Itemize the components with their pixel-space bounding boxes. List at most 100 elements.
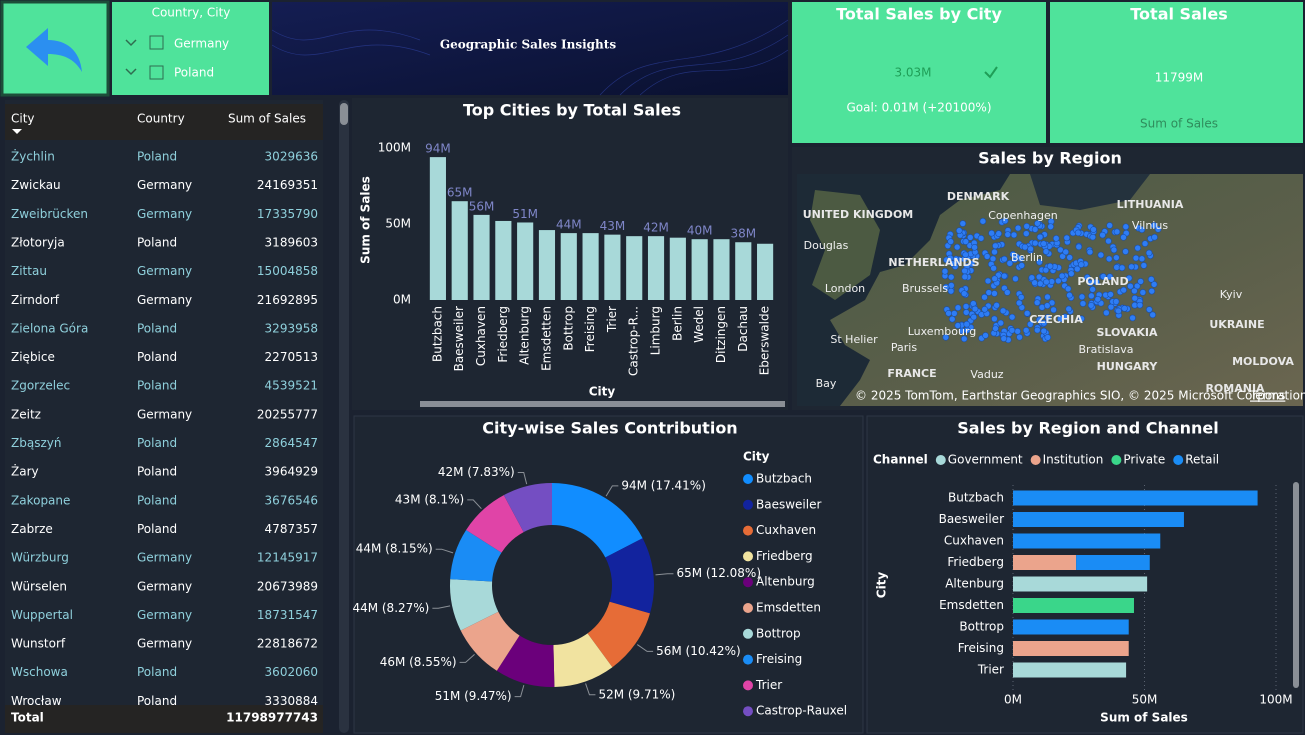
column-header[interactable]: City	[11, 112, 35, 126]
map-point	[1022, 327, 1030, 334]
scrollbar[interactable]	[1293, 482, 1299, 688]
legend-label: Institution	[1043, 453, 1104, 467]
map-terms[interactable]: Terms	[1249, 389, 1285, 403]
map-label: MOLDOVA	[1232, 355, 1294, 368]
map-point	[999, 307, 1007, 315]
map-point	[1058, 272, 1066, 280]
map-point	[1118, 264, 1126, 272]
map-point	[1065, 305, 1073, 313]
data-label: 43M (8.1%)	[395, 492, 464, 506]
map-point	[1106, 273, 1114, 280]
column-header[interactable]: Country	[137, 112, 185, 126]
data-label: 44M (8.15%)	[356, 542, 433, 556]
table-cell: Würselen	[11, 579, 67, 593]
data-label: 94M (17.41%)	[621, 478, 706, 492]
map-point	[963, 326, 971, 334]
legend-label: Freising	[756, 652, 802, 666]
map-point	[1017, 293, 1025, 301]
expand-icon[interactable]	[125, 68, 137, 76]
map-point	[1103, 309, 1110, 317]
slicer-item[interactable]: Poland	[174, 66, 214, 80]
data-label: 94M	[425, 142, 451, 156]
map-point	[981, 306, 989, 313]
table-cell: Poland	[137, 321, 177, 335]
map-point	[1044, 334, 1052, 341]
map-point	[979, 217, 987, 225]
map-point	[1136, 301, 1144, 309]
leader-line	[459, 654, 475, 663]
map-point	[947, 238, 954, 245]
map-point	[1089, 233, 1097, 241]
table-cell: Germany	[137, 579, 192, 593]
legend-marker	[743, 680, 753, 691]
table-cell: Wunstorf	[11, 637, 66, 651]
map-point	[1031, 279, 1038, 287]
table-cell: 12145917	[257, 551, 318, 565]
map[interactable]	[797, 174, 1303, 406]
map-point	[947, 273, 955, 281]
table-cell: Żary	[11, 464, 39, 479]
banner-waves	[271, 19, 789, 96]
bar	[1013, 662, 1127, 678]
banner	[272, 2, 788, 95]
scrollbar-thumb[interactable]	[340, 103, 348, 125]
map-point	[1004, 231, 1012, 238]
map-point	[1044, 314, 1052, 321]
table-cell: 3029636	[265, 150, 318, 164]
data-label: 65M	[447, 186, 473, 200]
map-label: Vilnius	[1132, 219, 1168, 232]
expand-icon[interactable]	[125, 39, 137, 47]
checkbox[interactable]	[149, 65, 164, 80]
map-point	[1074, 229, 1082, 237]
table-cell: 3189603	[265, 235, 318, 249]
map-label: Luxembourg	[908, 325, 977, 338]
map-point	[966, 234, 974, 241]
column-header[interactable]: Sum of Sales	[228, 112, 306, 126]
map-point	[1066, 291, 1073, 299]
x-tick-label: Castrop-R...	[627, 306, 641, 376]
map-point	[1110, 246, 1118, 254]
map-label: Berlin	[1011, 251, 1043, 264]
map-point	[1001, 217, 1009, 225]
table-cell: Poland	[137, 235, 177, 249]
pie-slice	[466, 495, 524, 553]
table-cell: Zweibrücken	[11, 207, 88, 221]
bar	[1076, 555, 1150, 570]
map-point	[1075, 243, 1083, 251]
dashboard-title: Geographic Sales Insights	[440, 38, 616, 52]
y-tick-label: Baesweiler	[939, 512, 1004, 526]
table-cell: Zgorzelec	[11, 379, 70, 393]
y-tick-label: Altenburg	[945, 577, 1004, 591]
bar	[451, 201, 468, 300]
map-point	[1014, 327, 1021, 335]
checkbox[interactable]	[149, 35, 164, 50]
panel	[866, 415, 1304, 734]
map-point	[1000, 335, 1008, 342]
map-point	[1140, 262, 1148, 269]
map-point	[1090, 226, 1097, 233]
x-tick-label: 50M	[1132, 693, 1158, 707]
map-point	[1141, 240, 1149, 247]
map-point	[947, 287, 955, 295]
y-tick-label: 100M	[378, 141, 411, 155]
table-cell: 22818672	[257, 637, 318, 651]
legend-title: City	[743, 450, 770, 464]
y-tick-label: Butzbach	[948, 491, 1004, 505]
data-label: 56M (10.42%)	[656, 644, 741, 658]
table-cell: Zwickau	[11, 178, 61, 192]
x-tick-label: Cuxhaven	[474, 306, 488, 366]
map-point	[1047, 223, 1054, 230]
back-icon	[26, 28, 82, 72]
map-point	[1036, 280, 1044, 287]
map-point	[1151, 233, 1158, 241]
kpi-card	[792, 2, 1046, 143]
map-point	[1122, 248, 1129, 255]
leader-line	[435, 548, 454, 554]
slicer-item[interactable]: Germany	[174, 37, 229, 51]
scrollbar[interactable]	[420, 401, 785, 407]
map-point	[1079, 300, 1087, 307]
bar	[1013, 490, 1258, 506]
map-point	[954, 304, 962, 311]
y-tick-label: Freising	[958, 641, 1004, 655]
legend-label: Cuxhaven	[756, 523, 816, 537]
